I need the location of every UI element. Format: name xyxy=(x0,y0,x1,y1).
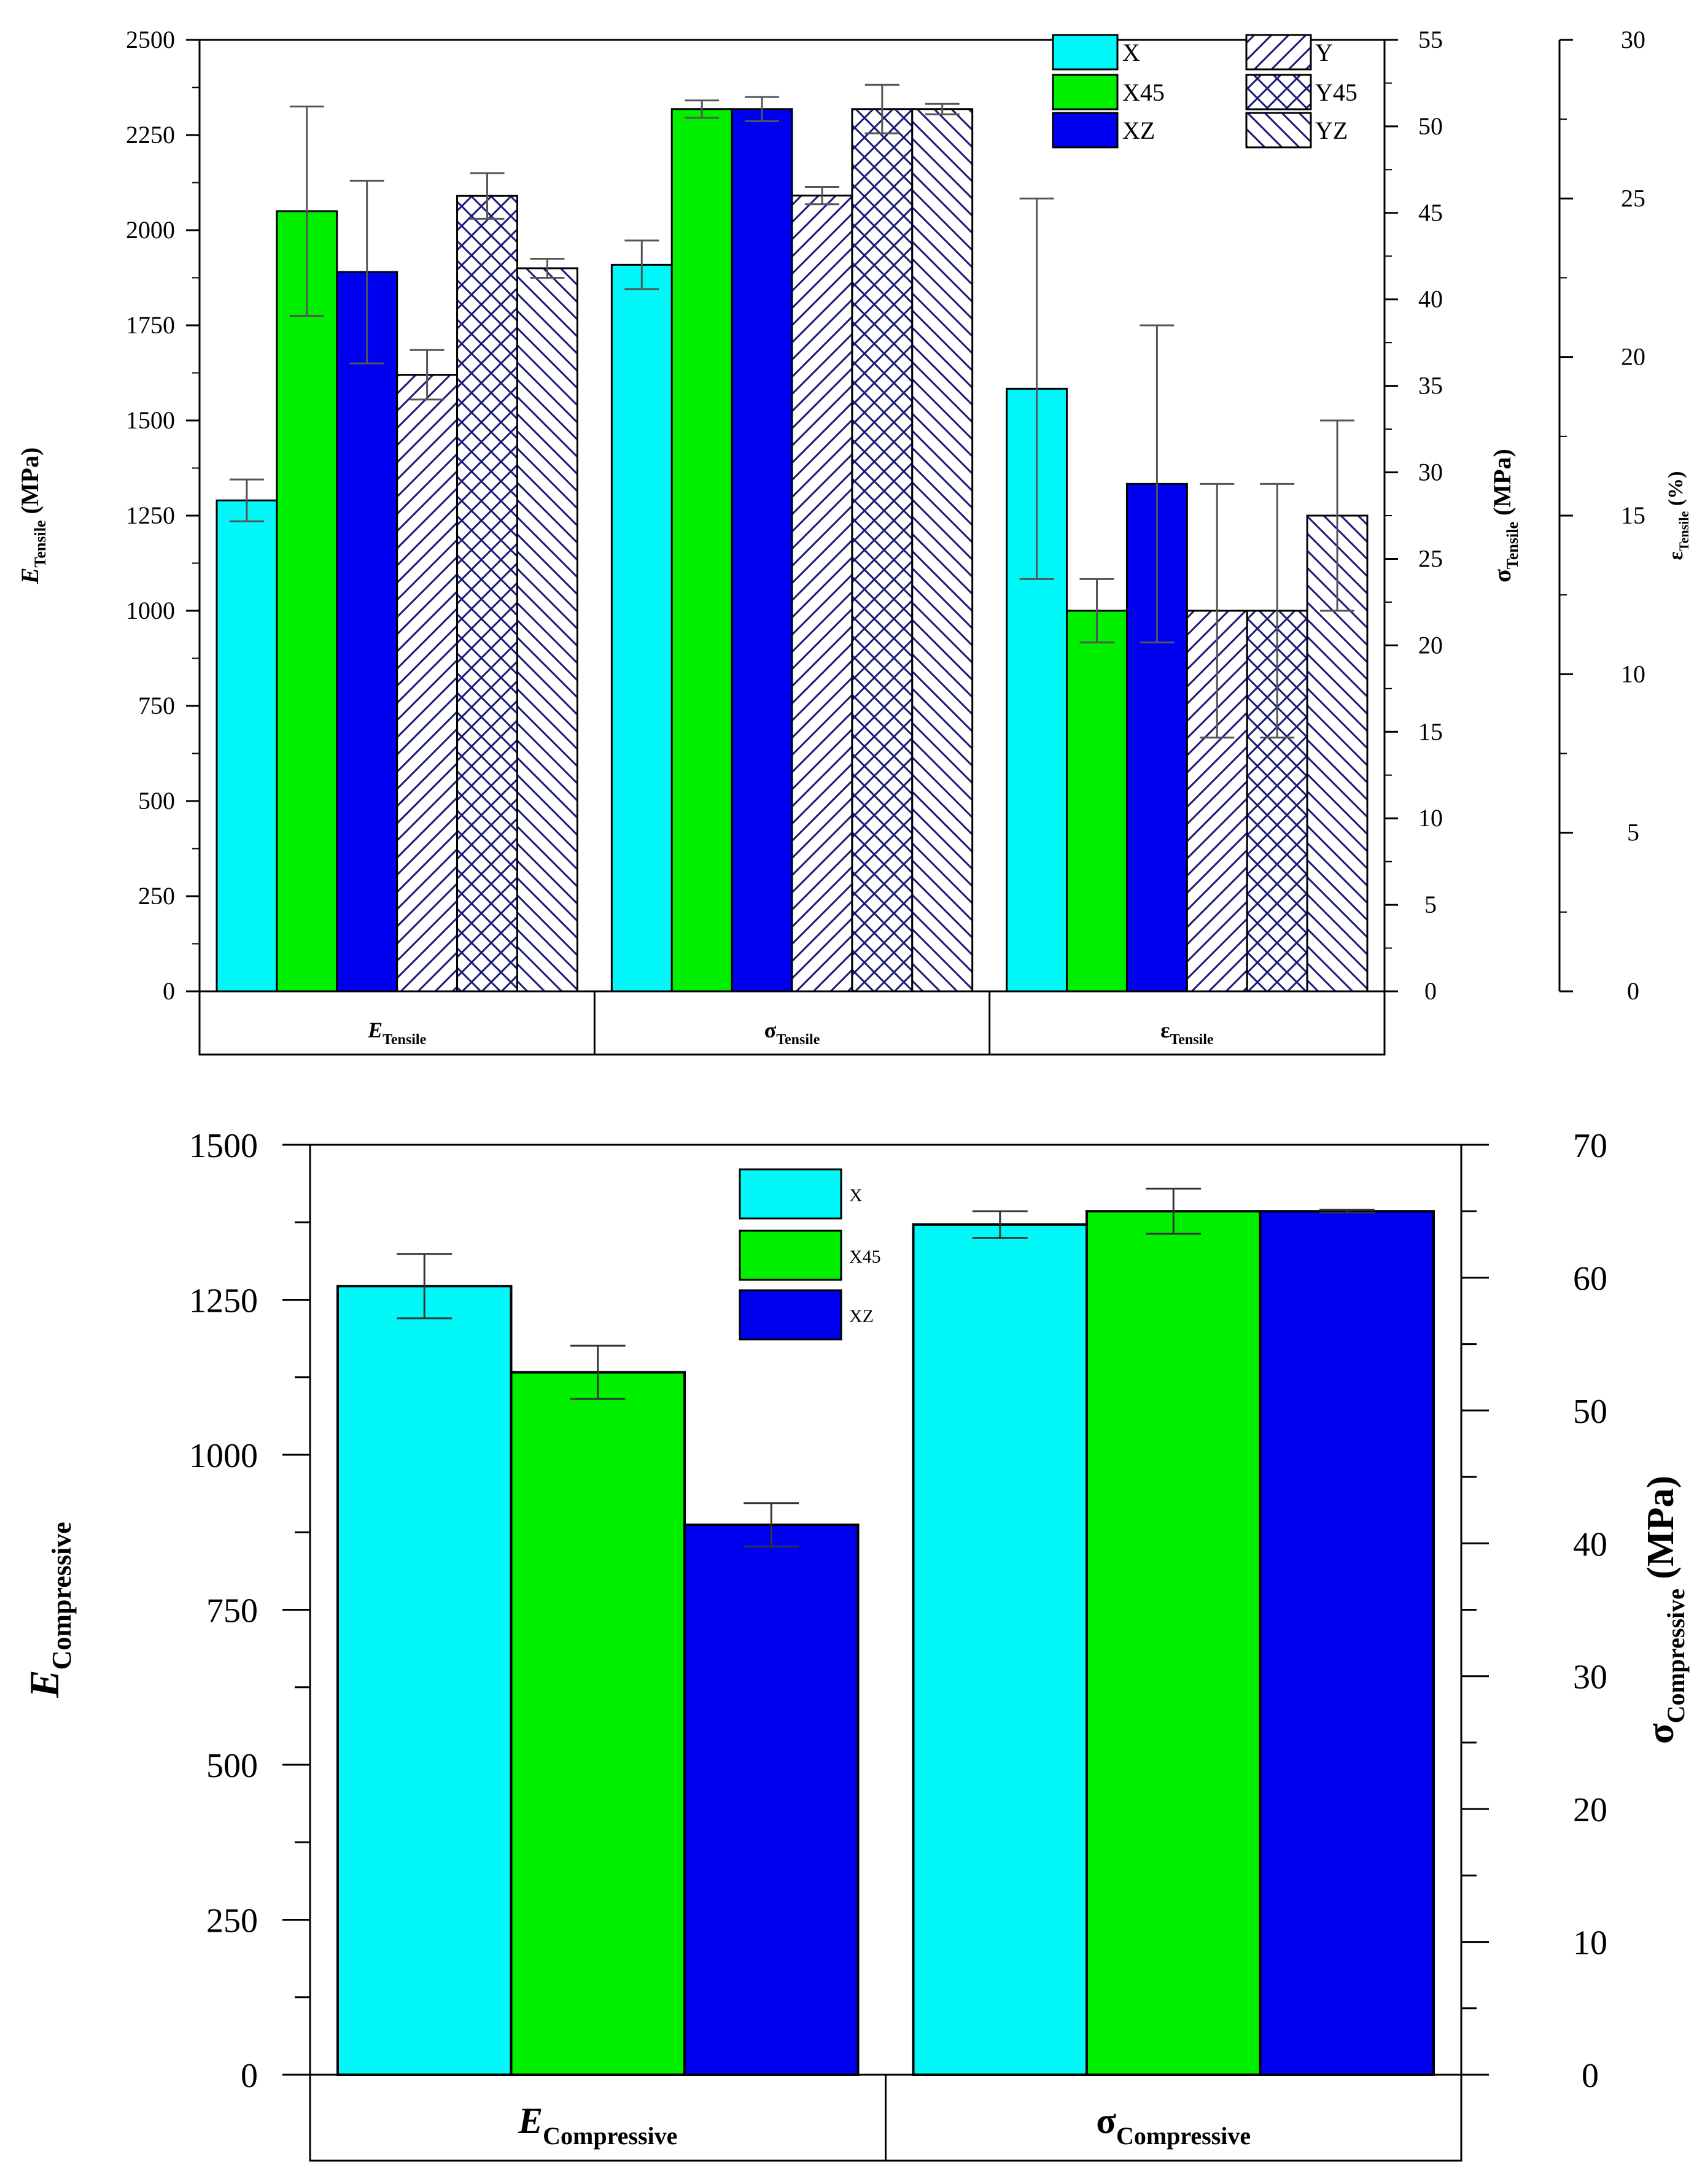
tensile-right1-tick-label: 0 xyxy=(1424,977,1437,1005)
compressive-category-label: ECompressive xyxy=(518,2101,677,2150)
tensile-right2-tick-label: 10 xyxy=(1621,660,1645,687)
compressive-legend-swatch-x45 xyxy=(739,1229,842,1281)
tensile-legend-label: X45 xyxy=(1122,79,1165,106)
tensile-bar-y45 xyxy=(456,195,518,993)
tensile-right1-tick-label: 15 xyxy=(1418,718,1443,745)
compressive-right-tick-label: 70 xyxy=(1573,1127,1607,1165)
tensile-right2-tick-label: 20 xyxy=(1621,343,1645,371)
tensile-bar-xz xyxy=(336,271,398,993)
tensile-bar-x45 xyxy=(276,210,338,993)
tensile-left-tick-label: 1500 xyxy=(126,406,175,434)
tensile-legend-swatch-y45 xyxy=(1245,74,1312,110)
tensile-legend-swatch-xz xyxy=(1052,112,1119,149)
tensile-left-tick-label: 1750 xyxy=(126,311,175,339)
compressive-legend-label: XZ xyxy=(849,1306,874,1326)
compressive-bar-x45 xyxy=(510,1371,686,2076)
tensile-left-tick-label: 2250 xyxy=(126,121,175,149)
tensile-right2-tick-label: 25 xyxy=(1621,184,1645,212)
compressive-bar-xz xyxy=(683,1524,860,2076)
tensile-bar-yz xyxy=(516,267,578,993)
tensile-category-label: ETensile xyxy=(367,1018,426,1048)
compressive-left-tick-label: 1500 xyxy=(189,1127,258,1165)
tensile-left-tick-label: 0 xyxy=(163,977,175,1005)
tensile-right1-tick-label: 30 xyxy=(1418,459,1443,486)
tensile-bar-x xyxy=(610,263,673,993)
compressive-legend-swatch-x xyxy=(739,1168,842,1220)
compressive-chart: ECompressive σCompressive0250500750100012… xyxy=(21,1127,1690,2162)
tensile-bar-x45 xyxy=(670,108,733,993)
tensile-bar-x45 xyxy=(1066,610,1128,993)
tensile-right1-tick-label: 25 xyxy=(1418,544,1443,572)
tensile-legend-swatch-x45 xyxy=(1052,74,1119,110)
tensile-category-label: σTensile xyxy=(764,1018,820,1048)
compressive-right-tick-label: 50 xyxy=(1573,1393,1607,1431)
compressive-bar-x xyxy=(912,1223,1088,2076)
tensile-bar-yz xyxy=(911,108,974,993)
tensile-right2-axis-title: εTensile (%) xyxy=(1664,471,1691,560)
tensile-right2-tick-label: 0 xyxy=(1627,977,1639,1005)
tensile-right1-axis-title: σTensile (MPa) xyxy=(1488,449,1521,583)
tensile-right1-tick-label: 5 xyxy=(1424,891,1437,918)
tensile-legend-swatch-y xyxy=(1245,34,1312,71)
compressive-legend-label: X xyxy=(849,1185,863,1206)
tensile-left-axis-title: ETensile (MPa) xyxy=(16,447,49,585)
tensile-category-label: εTensile xyxy=(1160,1018,1214,1048)
tensile-right1-tick-label: 45 xyxy=(1418,199,1443,227)
tensile-chart: ETensile σTensile εTensile0250500750100012… xyxy=(16,26,1691,1056)
compressive-left-tick-label: 750 xyxy=(206,1592,258,1630)
compressive-left-axis-title: ECompressive xyxy=(21,1522,77,1698)
tensile-left-tick-label: 2000 xyxy=(126,216,175,244)
compressive-right-tick-label: 30 xyxy=(1573,1659,1607,1697)
tensile-legend-label: Y45 xyxy=(1315,79,1357,106)
tensile-left-tick-label: 1000 xyxy=(126,597,175,624)
compressive-legend-swatch-xz xyxy=(739,1289,842,1341)
tensile-bar-y45 xyxy=(851,108,914,993)
compressive-left-tick-label: 1000 xyxy=(189,1437,258,1475)
tensile-legend-swatch-x xyxy=(1052,34,1119,71)
tensile-bar-x xyxy=(216,499,278,993)
tensile-bar-x xyxy=(1006,387,1068,993)
tensile-left-tick-label: 750 xyxy=(138,692,175,719)
tensile-legend-label: XZ xyxy=(1122,117,1155,144)
tensile-right1-tick-label: 50 xyxy=(1418,112,1443,140)
compressive-left-tick-label: 1250 xyxy=(189,1282,258,1320)
tensile-right1-tick-label: 55 xyxy=(1418,26,1443,53)
tensile-right2-tick-label: 5 xyxy=(1627,819,1639,846)
tensile-left-tick-label: 500 xyxy=(138,787,175,815)
tensile-legend-label: X xyxy=(1122,39,1140,66)
tensile-legend-label: YZ xyxy=(1315,117,1348,144)
compressive-bar-x45 xyxy=(1086,1210,1262,2076)
tensile-right1-tick-label: 20 xyxy=(1418,631,1443,659)
tensile-bar-xz xyxy=(731,108,793,993)
compressive-bar-x xyxy=(336,1285,513,2076)
compressive-right-tick-label: 40 xyxy=(1573,1525,1607,1563)
compressive-category-label: σCompressive xyxy=(1096,2101,1251,2150)
compressive-left-tick-label: 250 xyxy=(206,1902,258,1940)
tensile-legend-swatch-yz xyxy=(1245,112,1312,149)
compressive-right-tick-label: 0 xyxy=(1582,2057,1599,2095)
tensile-left-tick-label: 2500 xyxy=(126,26,175,53)
tensile-right2-tick-label: 30 xyxy=(1621,26,1645,53)
tensile-bar-y xyxy=(396,374,459,993)
compressive-right-tick-label: 20 xyxy=(1573,1791,1607,1829)
tensile-right2-tick-label: 15 xyxy=(1621,501,1645,529)
compressive-bar-xz xyxy=(1259,1210,1435,2076)
compressive-left-tick-label: 500 xyxy=(206,1747,258,1785)
tensile-bar-y xyxy=(791,195,853,993)
tensile-right1-tick-label: 10 xyxy=(1418,804,1443,832)
tensile-legend-label: Y xyxy=(1315,39,1333,66)
tensile-left-tick-label: 1250 xyxy=(126,501,175,529)
compressive-right-tick-label: 60 xyxy=(1573,1260,1607,1298)
compressive-right-axis-title: σCompressive (MPa) xyxy=(1640,1476,1690,1744)
tensile-left-tick-label: 250 xyxy=(138,882,175,910)
compressive-legend-label: X45 xyxy=(849,1247,881,1267)
tensile-right1-tick-label: 40 xyxy=(1418,285,1443,313)
tensile-right1-tick-label: 35 xyxy=(1418,372,1443,400)
compressive-right-tick-label: 10 xyxy=(1573,1924,1607,1962)
compressive-left-tick-label: 0 xyxy=(241,2057,258,2095)
